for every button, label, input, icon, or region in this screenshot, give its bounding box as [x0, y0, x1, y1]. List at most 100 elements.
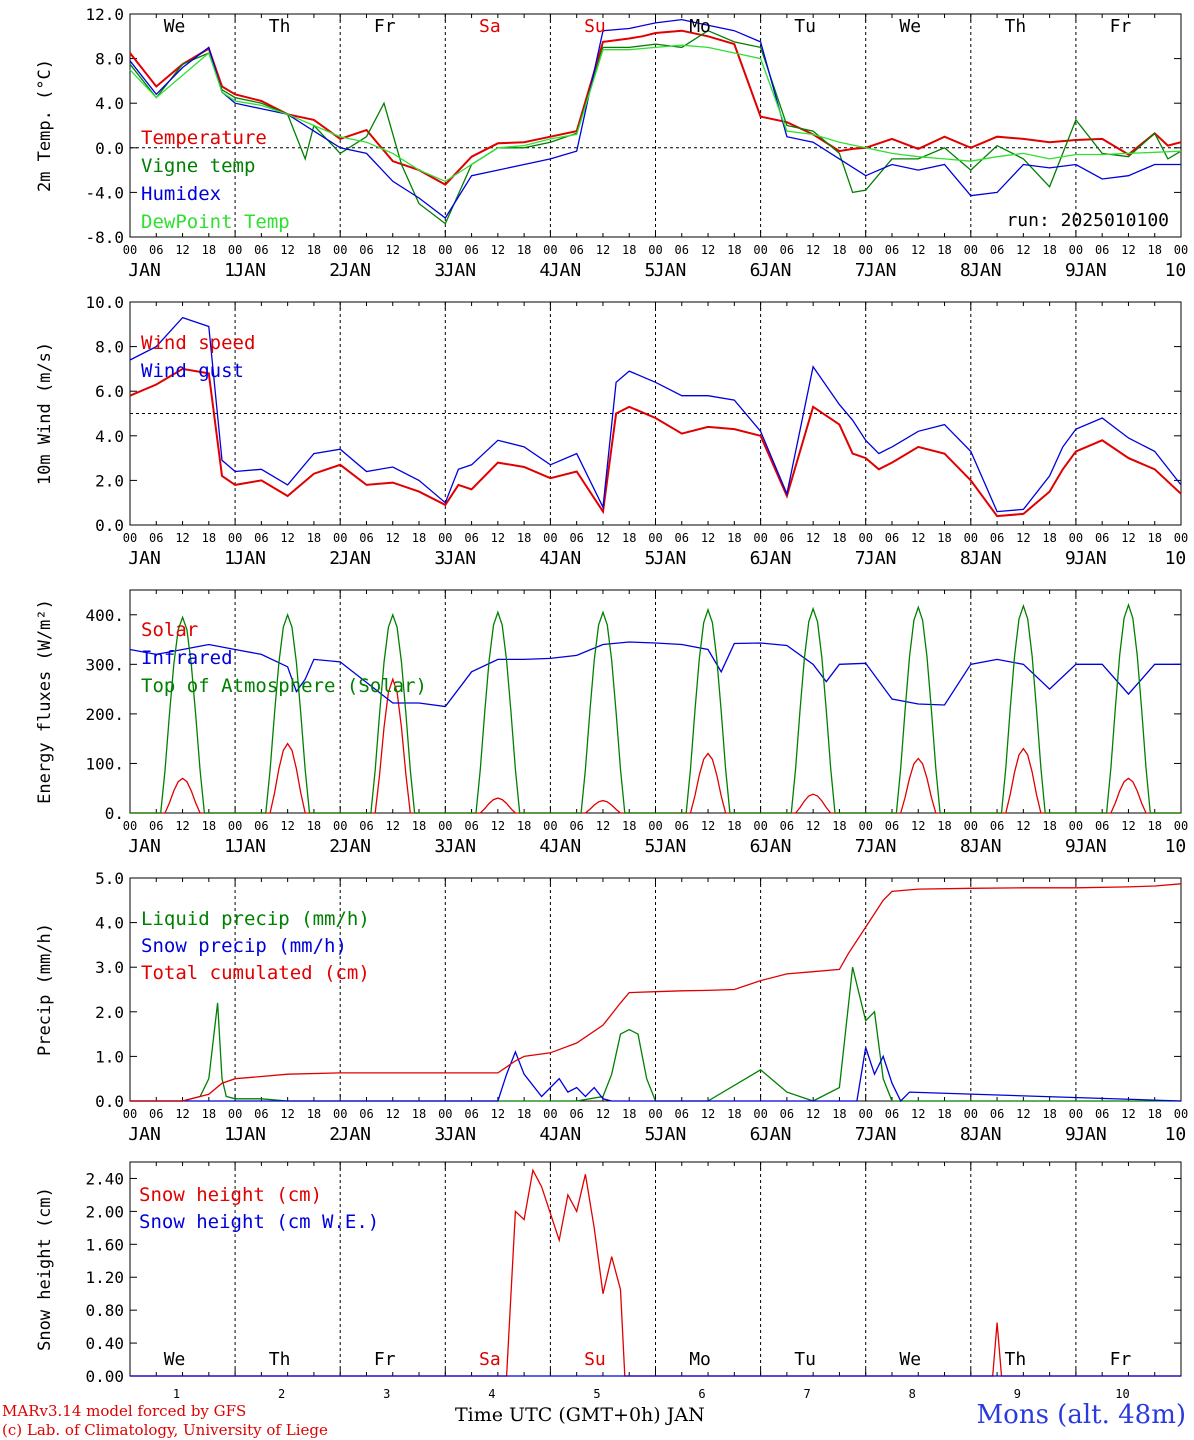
y-tick-label: 8.0: [95, 338, 124, 357]
hour-tick-label: 00: [648, 819, 662, 833]
y-tick-label: 8.0: [95, 50, 124, 69]
hour-tick-label: 06: [359, 531, 373, 545]
hour-tick-label: 00: [228, 1107, 242, 1121]
weekday-label: Mo: [689, 1349, 711, 1370]
series-line-wind-gust: [129, 316, 1182, 513]
hour-tick-label: 00: [858, 1107, 872, 1121]
date-day-label: 9: [1065, 260, 1076, 281]
hour-tick-label: 12: [1016, 1107, 1030, 1121]
hour-tick-label: 00: [964, 243, 978, 257]
date-day-label: 10: [1165, 548, 1187, 569]
hour-tick-label: 18: [202, 243, 216, 257]
hour-tick-label: 06: [675, 1107, 689, 1121]
y-tick-label: 0.: [105, 804, 124, 823]
hour-tick-label: 06: [780, 531, 794, 545]
hour-tick-label: 12: [386, 243, 400, 257]
hour-tick-label: 12: [386, 819, 400, 833]
hour-tick-label: 00: [333, 243, 347, 257]
date-month-label: JAN: [444, 836, 477, 857]
date-day-label: 8: [960, 548, 971, 569]
weekday-label: We: [899, 16, 921, 37]
date-month-label: JAN: [759, 836, 792, 857]
date-day-label: 5: [645, 836, 656, 857]
day-number-label: 6: [698, 1387, 705, 1401]
hour-tick-label: 12: [175, 531, 189, 545]
date-day-label: 5: [645, 1124, 656, 1145]
hour-tick-label: 12: [1016, 243, 1030, 257]
date-day-label: 7: [855, 260, 866, 281]
date-month-label: JAN: [338, 548, 371, 569]
lab-credit: (c) Lab. of Climatology, University of L…: [2, 1421, 328, 1439]
hour-tick-label: 00: [964, 819, 978, 833]
y-tick-label: 0.40: [85, 1334, 124, 1353]
hour-tick-label: 00: [333, 1107, 347, 1121]
date-month-label: JAN: [759, 1124, 792, 1145]
date-month-label: JAN: [864, 1124, 897, 1145]
date-month-label: JAN: [338, 260, 371, 281]
date-month-label: JAN: [864, 260, 897, 281]
hour-tick-label: 12: [1121, 531, 1135, 545]
date-month-label: JAN: [1074, 836, 1107, 857]
date-day-label: 5: [645, 260, 656, 281]
hour-tick-label: 12: [1016, 531, 1030, 545]
hour-tick-label: 12: [280, 819, 294, 833]
hour-tick-label: 12: [175, 243, 189, 257]
hour-tick-label: 12: [596, 243, 610, 257]
date-month-label: JAN: [864, 548, 897, 569]
weekday-label: Sa: [479, 1349, 501, 1370]
legend-entry: Liquid precip (mm/h): [141, 908, 370, 930]
weekday-label: Mo: [689, 16, 711, 37]
hour-tick-label: 06: [885, 243, 899, 257]
hour-tick-label: 18: [622, 531, 636, 545]
hour-tick-label: 06: [464, 243, 478, 257]
hour-tick-label: 00: [333, 819, 347, 833]
y-tick-label: 6.0: [95, 382, 124, 401]
date-month-label: JAN: [654, 836, 687, 857]
y-tick-label: 5.0: [95, 869, 124, 888]
date-day-label: 7: [855, 1124, 866, 1145]
hour-tick-label: 18: [937, 819, 951, 833]
hour-tick-label: 12: [280, 1107, 294, 1121]
hour-tick-label: 06: [990, 531, 1004, 545]
hour-tick-label: 18: [1147, 243, 1161, 257]
hour-tick-label: 12: [596, 1107, 610, 1121]
hour-tick-label: 00: [648, 243, 662, 257]
hour-tick-label: 00: [858, 819, 872, 833]
y-axis-title: 10m Wind (m/s): [35, 342, 55, 485]
hour-tick-label: 00: [1069, 531, 1083, 545]
date-month-label: JAN: [969, 836, 1002, 857]
y-axis-title: Snow height (cm): [35, 1187, 55, 1351]
hour-tick-label: 12: [491, 1107, 505, 1121]
date-day-label: 1: [224, 1124, 235, 1145]
hour-tick-label: 00: [858, 243, 872, 257]
date-day-label: 8: [960, 836, 971, 857]
hour-tick-label: 12: [911, 1107, 925, 1121]
hour-tick-label: 00: [964, 531, 978, 545]
date-month-label: JAN: [233, 260, 266, 281]
date-day-label: 4: [539, 260, 550, 281]
hour-tick-label: 18: [307, 531, 321, 545]
date-day-label: 8: [960, 260, 971, 281]
hour-tick-label: 12: [1121, 819, 1135, 833]
weekday-label: Sa: [479, 16, 501, 37]
hour-tick-label: 12: [491, 819, 505, 833]
hour-tick-label: 06: [990, 819, 1004, 833]
hour-tick-label: 18: [937, 243, 951, 257]
y-tick-label: 0.0: [95, 1092, 124, 1111]
date-month-label: JAN: [654, 548, 687, 569]
hour-tick-label: 18: [517, 819, 531, 833]
hour-tick-label: 00: [1174, 1107, 1188, 1121]
hour-tick-label: 00: [543, 1107, 557, 1121]
hour-tick-label: 12: [491, 531, 505, 545]
legend-entry: Vigne temp: [141, 155, 255, 177]
legend-entry: Temperature: [141, 127, 267, 149]
series-line-infrared: [129, 641, 1181, 708]
x-axis-title: Time UTC (GMT+0h) JAN: [455, 1404, 705, 1426]
hour-tick-label: 00: [123, 819, 137, 833]
hour-tick-label: 12: [491, 243, 505, 257]
y-tick-label: 4.0: [95, 914, 124, 933]
y-tick-label: 4.0: [95, 427, 124, 446]
hour-tick-label: 18: [202, 819, 216, 833]
day-number-label: 10: [1115, 1387, 1129, 1401]
date-day-label: 4: [539, 836, 550, 857]
